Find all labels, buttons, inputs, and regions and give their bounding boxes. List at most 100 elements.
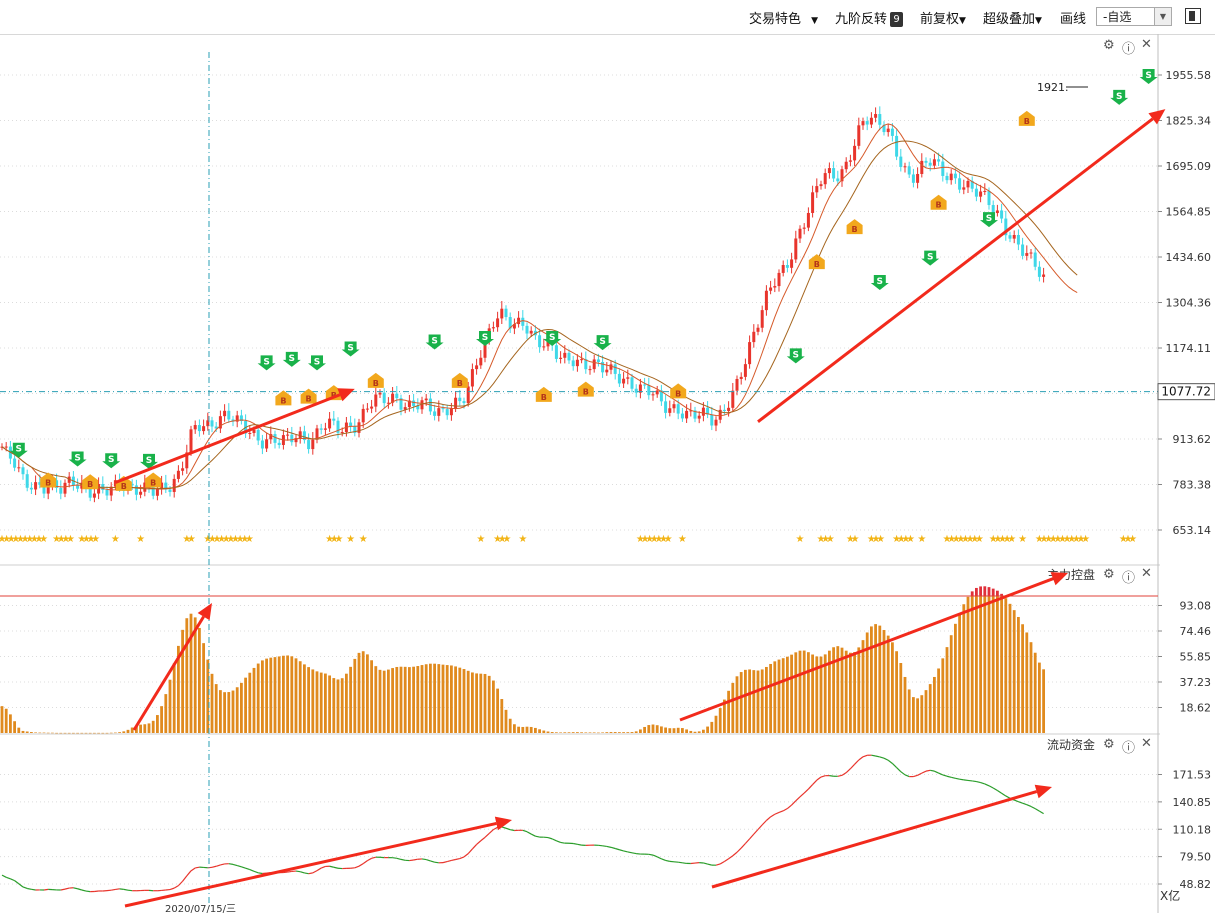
candle-body [827, 168, 831, 174]
control-bar [882, 629, 886, 733]
star-marker: ★ [966, 534, 975, 545]
liquidity-line-segment [753, 829, 759, 835]
liquidity-line-segment [951, 776, 956, 779]
liquidity-line-segment [803, 788, 809, 794]
nine-reversal-button[interactable]: 九阶反转 9 [835, 8, 904, 27]
control-bar [886, 635, 890, 733]
star-marker: ★ [917, 534, 926, 545]
star-marker: ★ [493, 534, 502, 545]
star-marker: ★ [1076, 534, 1085, 545]
control-bar [88, 732, 92, 734]
liquidity-tick-label: 48.82 [1180, 878, 1212, 891]
control-bar [979, 596, 982, 733]
settings-icon[interactable]: ⚙ [1103, 567, 1115, 582]
candle-body [953, 173, 957, 179]
candle-body [920, 160, 924, 174]
candle-body [202, 426, 206, 432]
control-bar [954, 623, 957, 733]
star-marker: ★ [636, 534, 645, 545]
watchlist-select[interactable]: -自选 ▼ [1096, 7, 1172, 26]
control-bar [395, 666, 399, 733]
candle-body [206, 420, 210, 427]
candle-body [449, 408, 453, 416]
overlay-dropdown[interactable]: 超级叠加▼ [983, 8, 1042, 27]
control-bar [534, 727, 537, 733]
candle-body [307, 440, 311, 450]
candle-body [63, 482, 67, 494]
control-bar [756, 670, 760, 733]
liquidity-line-segment [304, 872, 309, 875]
draw-line-button[interactable]: 画线 [1060, 12, 1087, 27]
settings-icon[interactable]: ⚙ [1103, 737, 1115, 752]
candle-body [743, 364, 747, 377]
control-bar [9, 714, 12, 733]
candle-body [437, 408, 441, 416]
control-bar [987, 596, 991, 733]
close-icon[interactable]: ✕ [1141, 736, 1152, 751]
candle-body [542, 346, 546, 348]
settings-icon[interactable]: ⚙ [1103, 38, 1115, 53]
liquidity-line-segment [938, 772, 944, 776]
sell-signal-letter: S [347, 343, 353, 353]
candle-body [113, 480, 117, 487]
star-marker: ★ [222, 534, 231, 545]
candle-body [697, 415, 701, 419]
control-bar [202, 643, 205, 733]
candle-body [974, 188, 978, 197]
window-icon[interactable] [1185, 8, 1201, 24]
liquidity-line-segment [396, 857, 402, 860]
control-bar [42, 732, 46, 734]
adjust-dropdown[interactable]: 前复权▼ [920, 8, 966, 27]
candle-body [298, 431, 302, 439]
close-icon[interactable]: ✕ [1141, 37, 1152, 52]
liquidity-line-segment [678, 861, 683, 864]
control-bar [298, 661, 302, 733]
candle-body [391, 393, 395, 403]
candle-body [907, 166, 911, 175]
candle-body [617, 373, 621, 384]
control-bar [996, 596, 999, 733]
candle-body [559, 357, 563, 359]
buy-signal-icon [846, 219, 863, 235]
control-panel [0, 586, 1158, 734]
candle-body [983, 190, 987, 192]
control-bar [597, 732, 600, 734]
liquidity-line-segment [228, 863, 234, 865]
candle-body [475, 365, 479, 370]
control-bar [277, 656, 281, 733]
star-marker: ★ [989, 534, 998, 545]
close-icon[interactable]: ✕ [1141, 566, 1152, 581]
candle-body [718, 409, 722, 420]
control-bar [366, 654, 369, 733]
sell-signal-icon [68, 451, 87, 467]
star-marker: ★ [208, 534, 217, 545]
candle-body [571, 360, 575, 367]
annotations: 2020/07/15/三 [114, 52, 1166, 913]
liquidity-line-segment [316, 867, 322, 872]
control-bar [147, 723, 151, 733]
star-marker: ★ [0, 534, 7, 545]
liquidity-line-segment [917, 772, 923, 776]
trade-color-dropdown[interactable]: 交易特色 ▼ [749, 8, 818, 27]
candle-body [1016, 234, 1020, 245]
liquidity-line-segment [119, 888, 124, 890]
sell-signal-icon [102, 453, 121, 469]
sell-signal-icon [593, 335, 612, 351]
control-bar [857, 647, 861, 733]
sell-signal-letter: S [108, 455, 114, 465]
help-icon[interactable]: ⓘ [1122, 741, 1136, 756]
control-bar [634, 731, 638, 733]
liquidity-line-segment [505, 827, 511, 831]
star-marker: ★ [240, 534, 249, 545]
candle-body [819, 184, 823, 187]
help-icon[interactable]: ⓘ [1122, 42, 1136, 57]
control-tick-label: 93.08 [1180, 600, 1212, 613]
buy-signal-letter: B [583, 388, 589, 397]
control-bar [51, 732, 54, 734]
control-bar [164, 694, 168, 733]
help-icon[interactable]: ⓘ [1122, 571, 1136, 586]
control-bar [970, 596, 974, 733]
control-bar [143, 724, 147, 733]
liquidity-line-segment [736, 847, 742, 853]
